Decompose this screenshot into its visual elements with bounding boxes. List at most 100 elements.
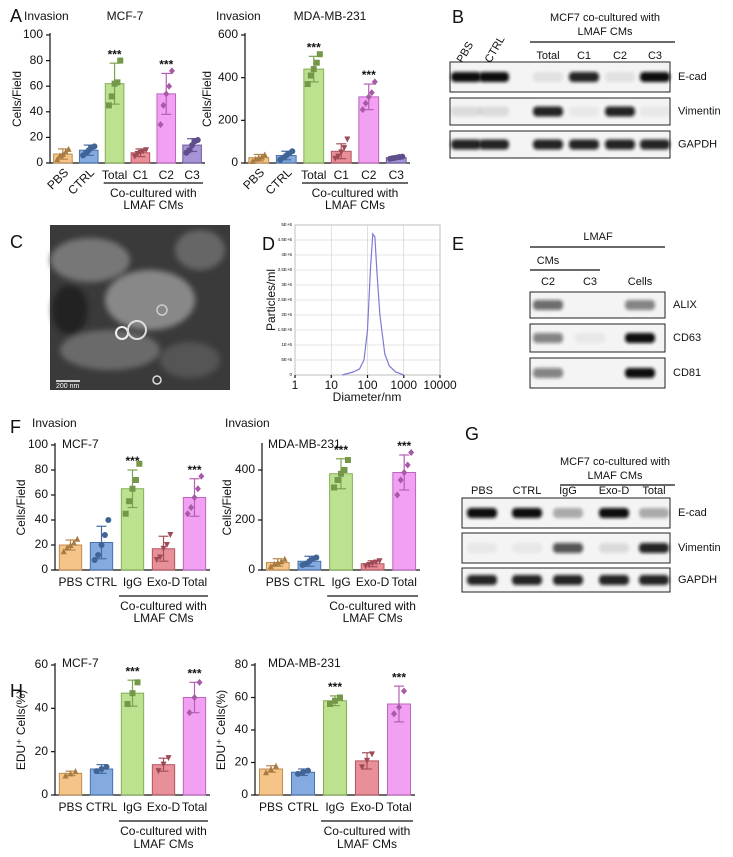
group-label: LMAF CMs: [337, 837, 397, 851]
size-distribution-line: [342, 232, 405, 376]
x-tick-label: C2: [159, 168, 175, 182]
y-tick-label: 80: [30, 53, 44, 67]
data-point: [408, 449, 415, 456]
data-point: [376, 558, 383, 565]
y-tick-label: 4E+6: [281, 252, 292, 257]
bar: [120, 692, 145, 796]
x-tick-label: C3: [389, 168, 405, 182]
blot-header: LMAF CMs: [588, 470, 644, 482]
x-tick-label: IgG: [325, 800, 344, 814]
data-point: [132, 477, 139, 483]
blot-band: [625, 300, 655, 310]
blot-band: [605, 106, 635, 117]
row-label: Vimentin: [678, 105, 721, 117]
x-tick-label: IgG: [123, 575, 142, 589]
y-tick-label: 200: [235, 512, 255, 526]
data-point: [105, 517, 112, 523]
data-point: [108, 93, 115, 100]
data-point: [295, 770, 301, 777]
lane-label: Total: [642, 485, 665, 497]
y-axis-label: Cells/Field: [200, 71, 214, 127]
blot-band: [533, 300, 563, 310]
y-tick-label: 60: [30, 78, 44, 92]
data-point: [166, 82, 173, 90]
lane-label: C3: [648, 50, 662, 62]
data-point: [273, 762, 279, 769]
blot-band: [569, 139, 599, 150]
y-tick-label: 20: [35, 744, 49, 758]
blot-band: [467, 543, 497, 553]
group-label: Co-cultured with: [324, 824, 411, 838]
data-point: [258, 153, 265, 160]
x-tick-label: CTRL: [86, 575, 118, 589]
panel-letter: D: [262, 234, 275, 254]
blot-band: [625, 333, 655, 343]
data-point: [160, 101, 167, 109]
y-tick-label: 200: [218, 113, 238, 127]
data-point: [341, 145, 348, 152]
y-tick-label: 600: [218, 27, 238, 41]
x-tick-label: CTRL: [263, 165, 295, 197]
data-point: [335, 153, 342, 160]
data-point: [263, 769, 269, 776]
significance-label: ***: [307, 41, 321, 55]
data-point: [143, 147, 150, 154]
data-point: [186, 147, 193, 154]
y-axis-label: EDU⁺ Cells(%): [214, 690, 228, 770]
blot-header: LMAF: [583, 231, 613, 243]
y-tick-label: 400: [218, 70, 238, 84]
data-point: [401, 687, 407, 695]
data-point: [62, 148, 69, 155]
row-label: ALIX: [673, 299, 698, 311]
blot-band: [625, 368, 655, 378]
axis-line: [244, 33, 410, 164]
data-point: [304, 81, 311, 88]
data-point: [98, 766, 105, 772]
data-point: [249, 157, 256, 164]
y-tick-label: 3E+6: [281, 282, 292, 287]
y-tick-label: 0: [241, 787, 248, 801]
panel-letter: E: [452, 234, 464, 254]
y-tick-label: 1.5E+6: [278, 327, 293, 332]
data-point: [98, 542, 105, 548]
x-tick-label: CTRL: [86, 800, 118, 814]
lane-label: IgG: [559, 485, 577, 497]
data-point: [184, 510, 191, 518]
y-tick-label: 80: [35, 462, 49, 476]
y-tick-label: 0: [36, 155, 43, 169]
chart-subtitle: Invasion: [225, 416, 270, 430]
data-point: [307, 72, 314, 79]
data-point: [338, 149, 345, 156]
x-tick-label: 10000: [423, 378, 457, 392]
x-tick-label: C1: [133, 168, 149, 182]
chart-title: MDA-MB-231: [294, 9, 367, 23]
blot-header: MCF7 co-cultured with: [560, 456, 670, 468]
panel-letter: H: [10, 681, 23, 701]
lane-label: C1: [577, 50, 591, 62]
data-point: [103, 763, 110, 770]
x-tick-label: C2: [361, 168, 377, 182]
data-point: [362, 99, 369, 107]
data-point: [391, 710, 397, 718]
x-tick-label: Total: [386, 800, 411, 814]
blot-header: MCF7 co-cultured with: [550, 12, 660, 24]
blot-band: [451, 72, 481, 82]
x-tick-label: Total: [182, 575, 207, 589]
y-tick-label: 0: [289, 372, 292, 377]
chart-title: MDA-MB-231: [268, 437, 341, 451]
y-axis-label: Cells/Field: [220, 479, 234, 535]
y-tick-label: 5E+6: [281, 222, 292, 227]
blot-band: [479, 106, 509, 117]
data-point: [117, 57, 124, 64]
blot-band: [533, 139, 563, 150]
y-tick-label: 100: [28, 437, 48, 451]
data-point: [305, 767, 311, 774]
lane-label: PBS: [455, 40, 476, 65]
x-tick-label: CTRL: [287, 800, 319, 814]
data-point: [91, 143, 98, 150]
significance-label: ***: [397, 439, 411, 453]
group-label: LMAF CMs: [123, 198, 183, 212]
lane-label: PBS: [471, 485, 493, 497]
blot-band: [605, 139, 635, 150]
y-tick-label: 100: [23, 27, 43, 41]
